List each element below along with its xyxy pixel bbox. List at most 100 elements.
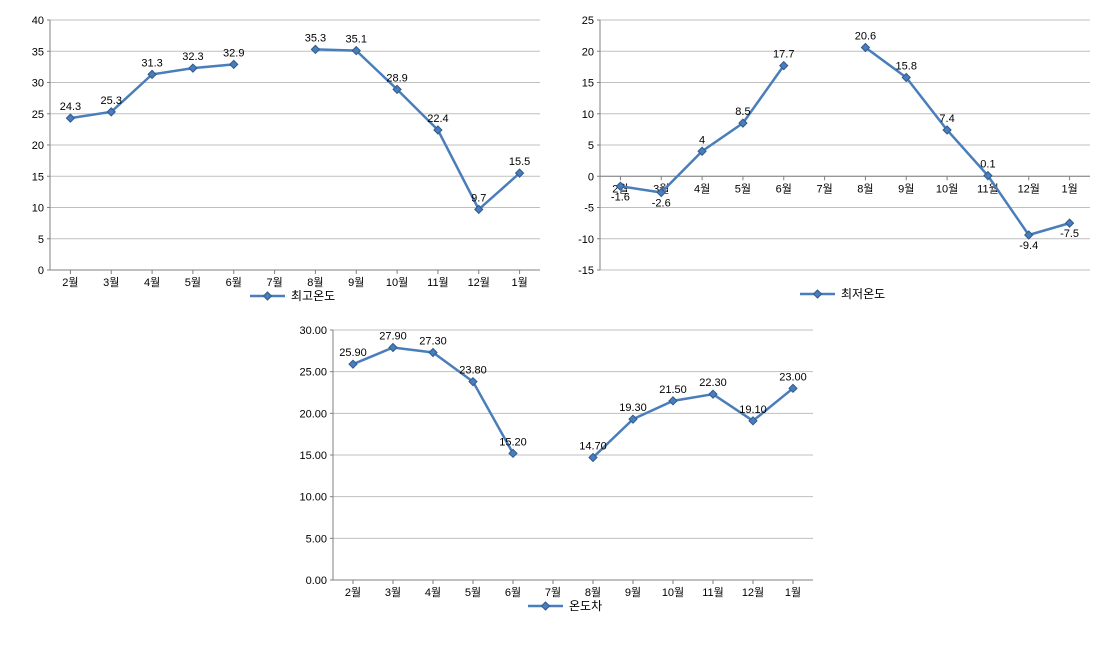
- x-tick-label: 8월: [857, 182, 873, 195]
- y-tick-label: 0: [38, 265, 44, 277]
- data-label: 4: [699, 134, 705, 146]
- data-label: 21.50: [659, 384, 687, 396]
- chart-high-temp: 05101520253035402월3월4월5월6월7월8월9월10월11월12…: [10, 10, 550, 310]
- y-tick-label: -5: [584, 203, 594, 215]
- x-tick-label: 6월: [505, 586, 521, 599]
- series-line: [620, 66, 783, 193]
- x-tick-label: 2월: [345, 586, 361, 599]
- y-tick-label: 40: [32, 15, 44, 27]
- data-label: -1.6: [611, 191, 630, 203]
- data-label: 25.3: [101, 95, 122, 107]
- data-label: 23.00: [779, 371, 807, 383]
- data-label: 20.6: [855, 31, 876, 43]
- x-tick-label: 6월: [776, 182, 792, 195]
- x-tick-label: 12월: [468, 276, 490, 289]
- y-tick-label: 20: [32, 140, 44, 152]
- y-tick-label: 5.00: [306, 533, 327, 545]
- y-tick-label: 0.00: [306, 575, 327, 587]
- x-tick-label: 10월: [386, 276, 408, 289]
- x-tick-label: 12월: [1018, 182, 1040, 195]
- x-tick-label: 5월: [465, 586, 481, 599]
- x-tick-label: 1월: [785, 586, 801, 599]
- legend-label: 최저온도: [841, 287, 885, 301]
- legend-label: 최고온도: [291, 289, 335, 303]
- data-label: 27.30: [419, 336, 447, 348]
- y-tick-label: 35: [32, 46, 44, 58]
- data-label: 9.7: [471, 192, 486, 204]
- y-tick-label: -10: [578, 234, 594, 246]
- y-tick-label: 15: [32, 171, 44, 183]
- data-label: -2.6: [652, 198, 671, 210]
- x-tick-label: 6월: [226, 276, 242, 289]
- data-label: 27.90: [379, 331, 407, 343]
- data-label: 7.4: [939, 113, 954, 125]
- data-marker: [349, 360, 357, 368]
- data-label: 25.90: [339, 347, 367, 359]
- data-label: 31.3: [141, 57, 162, 69]
- x-tick-label: 9월: [348, 276, 364, 289]
- y-tick-label: 30.00: [299, 325, 327, 337]
- y-tick-label: 10: [32, 203, 44, 215]
- chart-temp-diff: 0.005.0010.0015.0020.0025.0030.002월3월4월5…: [283, 320, 823, 620]
- x-tick-label: 11월: [427, 276, 449, 289]
- data-label: -7.5: [1060, 228, 1079, 240]
- x-tick-label: 5월: [735, 182, 751, 195]
- y-tick-label: 0: [588, 171, 594, 183]
- y-tick-label: 25: [32, 109, 44, 121]
- y-tick-label: 20: [582, 46, 594, 58]
- x-tick-label: 9월: [898, 182, 914, 195]
- chart-low-temp: -15-10-505101520252월3월4월5월6월7월8월9월10월11월…: [560, 10, 1100, 310]
- y-tick-label: 15.00: [299, 450, 327, 462]
- x-tick-label: 10월: [936, 182, 958, 195]
- y-tick-label: 25: [582, 15, 594, 27]
- series-line: [315, 49, 519, 209]
- data-marker: [189, 64, 197, 72]
- data-label: 28.9: [386, 72, 407, 84]
- data-label: 15.5: [509, 156, 530, 168]
- data-marker: [311, 45, 319, 53]
- data-label: -9.4: [1019, 240, 1038, 252]
- y-tick-label: 5: [588, 140, 594, 152]
- y-tick-label: 15: [582, 78, 594, 90]
- legend-marker-icon: [542, 602, 550, 610]
- x-tick-label: 7월: [266, 276, 282, 289]
- data-label: 15.20: [499, 436, 527, 448]
- y-tick-label: 5: [38, 234, 44, 246]
- y-tick-label: 10.00: [299, 492, 327, 504]
- x-tick-label: 1월: [511, 276, 527, 289]
- series-line: [865, 48, 1069, 236]
- x-tick-label: 8월: [307, 276, 323, 289]
- data-label: 17.7: [773, 49, 794, 61]
- data-marker: [389, 344, 397, 352]
- y-tick-label: -15: [578, 265, 594, 277]
- data-label: 15.8: [896, 61, 917, 73]
- x-tick-label: 7월: [816, 182, 832, 195]
- x-tick-label: 10월: [662, 586, 684, 599]
- y-tick-label: 10: [582, 109, 594, 121]
- data-label: 19.30: [619, 402, 647, 414]
- x-tick-label: 3월: [103, 276, 119, 289]
- x-tick-label: 4월: [144, 276, 160, 289]
- data-label: 35.1: [346, 34, 367, 46]
- data-label: 22.30: [699, 377, 727, 389]
- data-label: 32.3: [182, 51, 203, 63]
- legend-marker-icon: [814, 290, 822, 298]
- x-tick-label: 2월: [62, 276, 78, 289]
- data-label: 8.5: [735, 106, 750, 118]
- data-marker: [669, 397, 677, 405]
- x-tick-label: 12월: [742, 586, 764, 599]
- x-tick-label: 11월: [702, 586, 724, 599]
- y-tick-label: 25.00: [299, 367, 327, 379]
- data-marker: [230, 60, 238, 68]
- data-label: 0.1: [980, 159, 995, 171]
- series-line: [593, 388, 793, 457]
- legend-label: 온도차: [569, 599, 602, 613]
- data-label: 23.80: [459, 365, 487, 377]
- x-tick-label: 8월: [585, 586, 601, 599]
- data-label: 14.70: [579, 441, 607, 453]
- data-marker: [1066, 219, 1074, 227]
- x-tick-label: 7월: [545, 586, 561, 599]
- x-tick-label: 5월: [185, 276, 201, 289]
- data-label: 19.10: [739, 404, 767, 416]
- series-line: [353, 348, 513, 454]
